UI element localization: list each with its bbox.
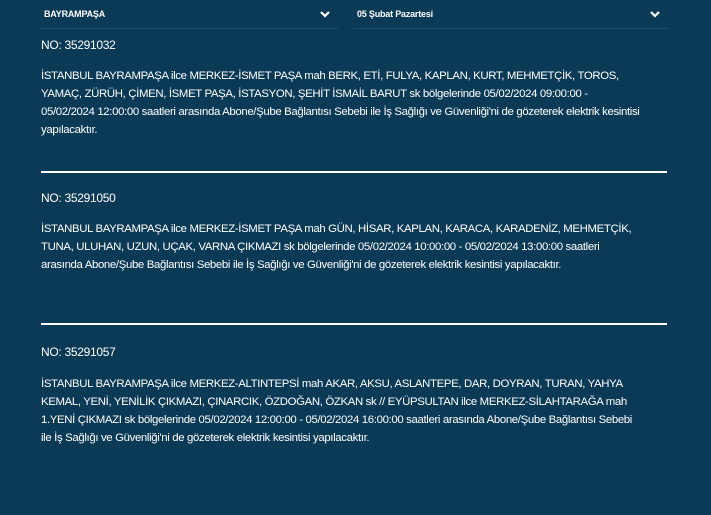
outage-item: NO: 35291057 bbox=[41, 345, 641, 359]
outage-description: İSTANBUL BAYRAMPAŞA ilce MERKEZ-İSMET PA… bbox=[41, 223, 632, 271]
outage-description: İSTANBUL BAYRAMPAŞA ilce MERKEZ-İSMET PA… bbox=[41, 70, 640, 136]
chevron-down-icon bbox=[320, 11, 330, 18]
divider bbox=[41, 323, 667, 325]
date-select-value: 05 Şubat Pazartesi bbox=[357, 9, 433, 19]
outage-description-block: İSTANBUL BAYRAMPAŞA ilce MERKEZ-İSMET PA… bbox=[41, 67, 641, 139]
outage-number: NO: 35291032 bbox=[41, 38, 116, 52]
district-select-value: BAYRAMPAŞA bbox=[44, 9, 106, 19]
date-select[interactable]: 05 Şubat Pazartesi bbox=[353, 0, 668, 29]
outage-item: NO: 35291050 bbox=[41, 191, 641, 205]
outage-item: NO: 35291032 bbox=[41, 38, 641, 52]
chevron-down-icon bbox=[650, 11, 660, 18]
outage-description-block: İSTANBUL BAYRAMPAŞA ilce MERKEZ-İSMET PA… bbox=[41, 220, 641, 274]
divider bbox=[41, 171, 667, 173]
district-select[interactable]: BAYRAMPAŞA bbox=[40, 0, 338, 29]
outage-description: İSTANBUL BAYRAMPAŞA ilce MERKEZ-ALTINTEP… bbox=[41, 378, 632, 444]
outage-number: NO: 35291050 bbox=[41, 191, 116, 205]
outage-description-block: İSTANBUL BAYRAMPAŞA ilce MERKEZ-ALTINTEP… bbox=[41, 375, 641, 447]
outage-number: NO: 35291057 bbox=[41, 345, 116, 359]
